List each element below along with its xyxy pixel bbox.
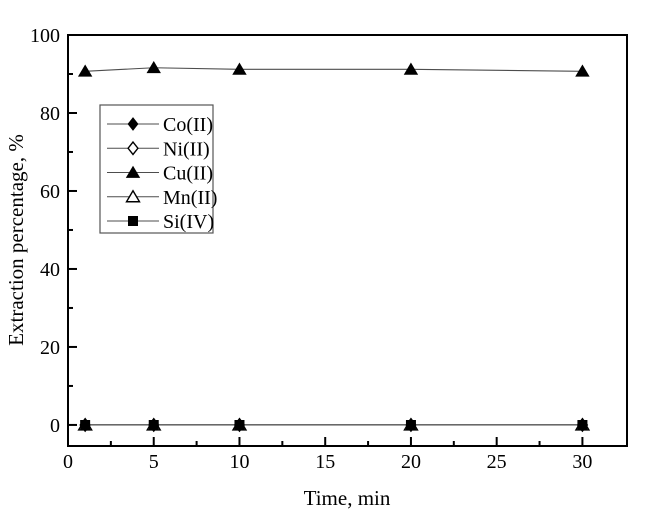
square-filled-marker-legend <box>128 216 138 226</box>
legend-item: Ni(II) <box>107 138 210 160</box>
x-tick-label: 15 <box>315 451 335 473</box>
legend-item: Cu(II) <box>107 163 213 185</box>
y-tick-label: 100 <box>30 25 60 47</box>
legend-label: Ni(II) <box>163 138 210 160</box>
legend-label: Si(IV) <box>163 211 214 233</box>
x-tick-label: 30 <box>572 451 592 473</box>
triangle-filled-marker-point <box>403 62 419 75</box>
diamond-open-marker-legend <box>127 140 139 156</box>
y-tick-label: 0 <box>50 415 60 437</box>
y-tick-label: 40 <box>40 259 60 281</box>
x-tick-label: 10 <box>229 451 249 473</box>
y-tick-label: 60 <box>40 181 60 203</box>
triangle-filled-marker-legend <box>125 165 141 178</box>
y-axis-title: Extraction percentage, % <box>4 134 28 346</box>
diamond-filled-marker-legend <box>127 117 139 131</box>
square-filled-marker-point <box>148 419 159 430</box>
x-tick-label: 25 <box>487 451 507 473</box>
x-tick-label: 0 <box>63 451 73 473</box>
legend-label: Mn(II) <box>163 187 217 209</box>
legend-label: Co(II) <box>163 114 213 136</box>
x-axis-title: Time, min <box>304 486 391 510</box>
square-filled-marker-point <box>405 419 416 430</box>
triangle-filled-marker-point <box>77 64 93 77</box>
x-tick-label: 5 <box>149 451 159 473</box>
square-filled-marker-point <box>80 419 91 430</box>
y-tick-label: 80 <box>40 103 60 125</box>
plot-frame <box>67 34 628 447</box>
x-tick-label: 20 <box>401 451 421 473</box>
triangle-open-marker-legend <box>125 189 141 203</box>
axis-ticks <box>67 34 584 446</box>
axis-tick-labels: 0 5 10 15 20 25 30 0 20 40 60 80 100 <box>30 25 592 473</box>
legend-item: Si(IV) <box>107 211 214 233</box>
series-siiv <box>80 419 588 430</box>
square-filled-marker-point <box>577 419 588 430</box>
legend-box <box>99 104 214 234</box>
series-line <box>85 67 583 72</box>
data-series <box>77 60 591 433</box>
legend: Co(II)Ni(II) Cu(II)Mn(II)Si(IV) <box>99 104 217 234</box>
square-filled-marker-point <box>234 419 245 430</box>
triangle-filled-marker-point <box>146 60 161 74</box>
legend-label: Cu(II) <box>163 163 213 185</box>
legend-item: Co(II) <box>107 114 213 136</box>
series-cuii <box>77 60 590 77</box>
triangle-filled-marker-point <box>575 64 590 77</box>
legend-item: Mn(II) <box>107 187 217 209</box>
y-tick-label: 20 <box>40 337 60 359</box>
triangle-filled-marker-point <box>232 62 247 75</box>
